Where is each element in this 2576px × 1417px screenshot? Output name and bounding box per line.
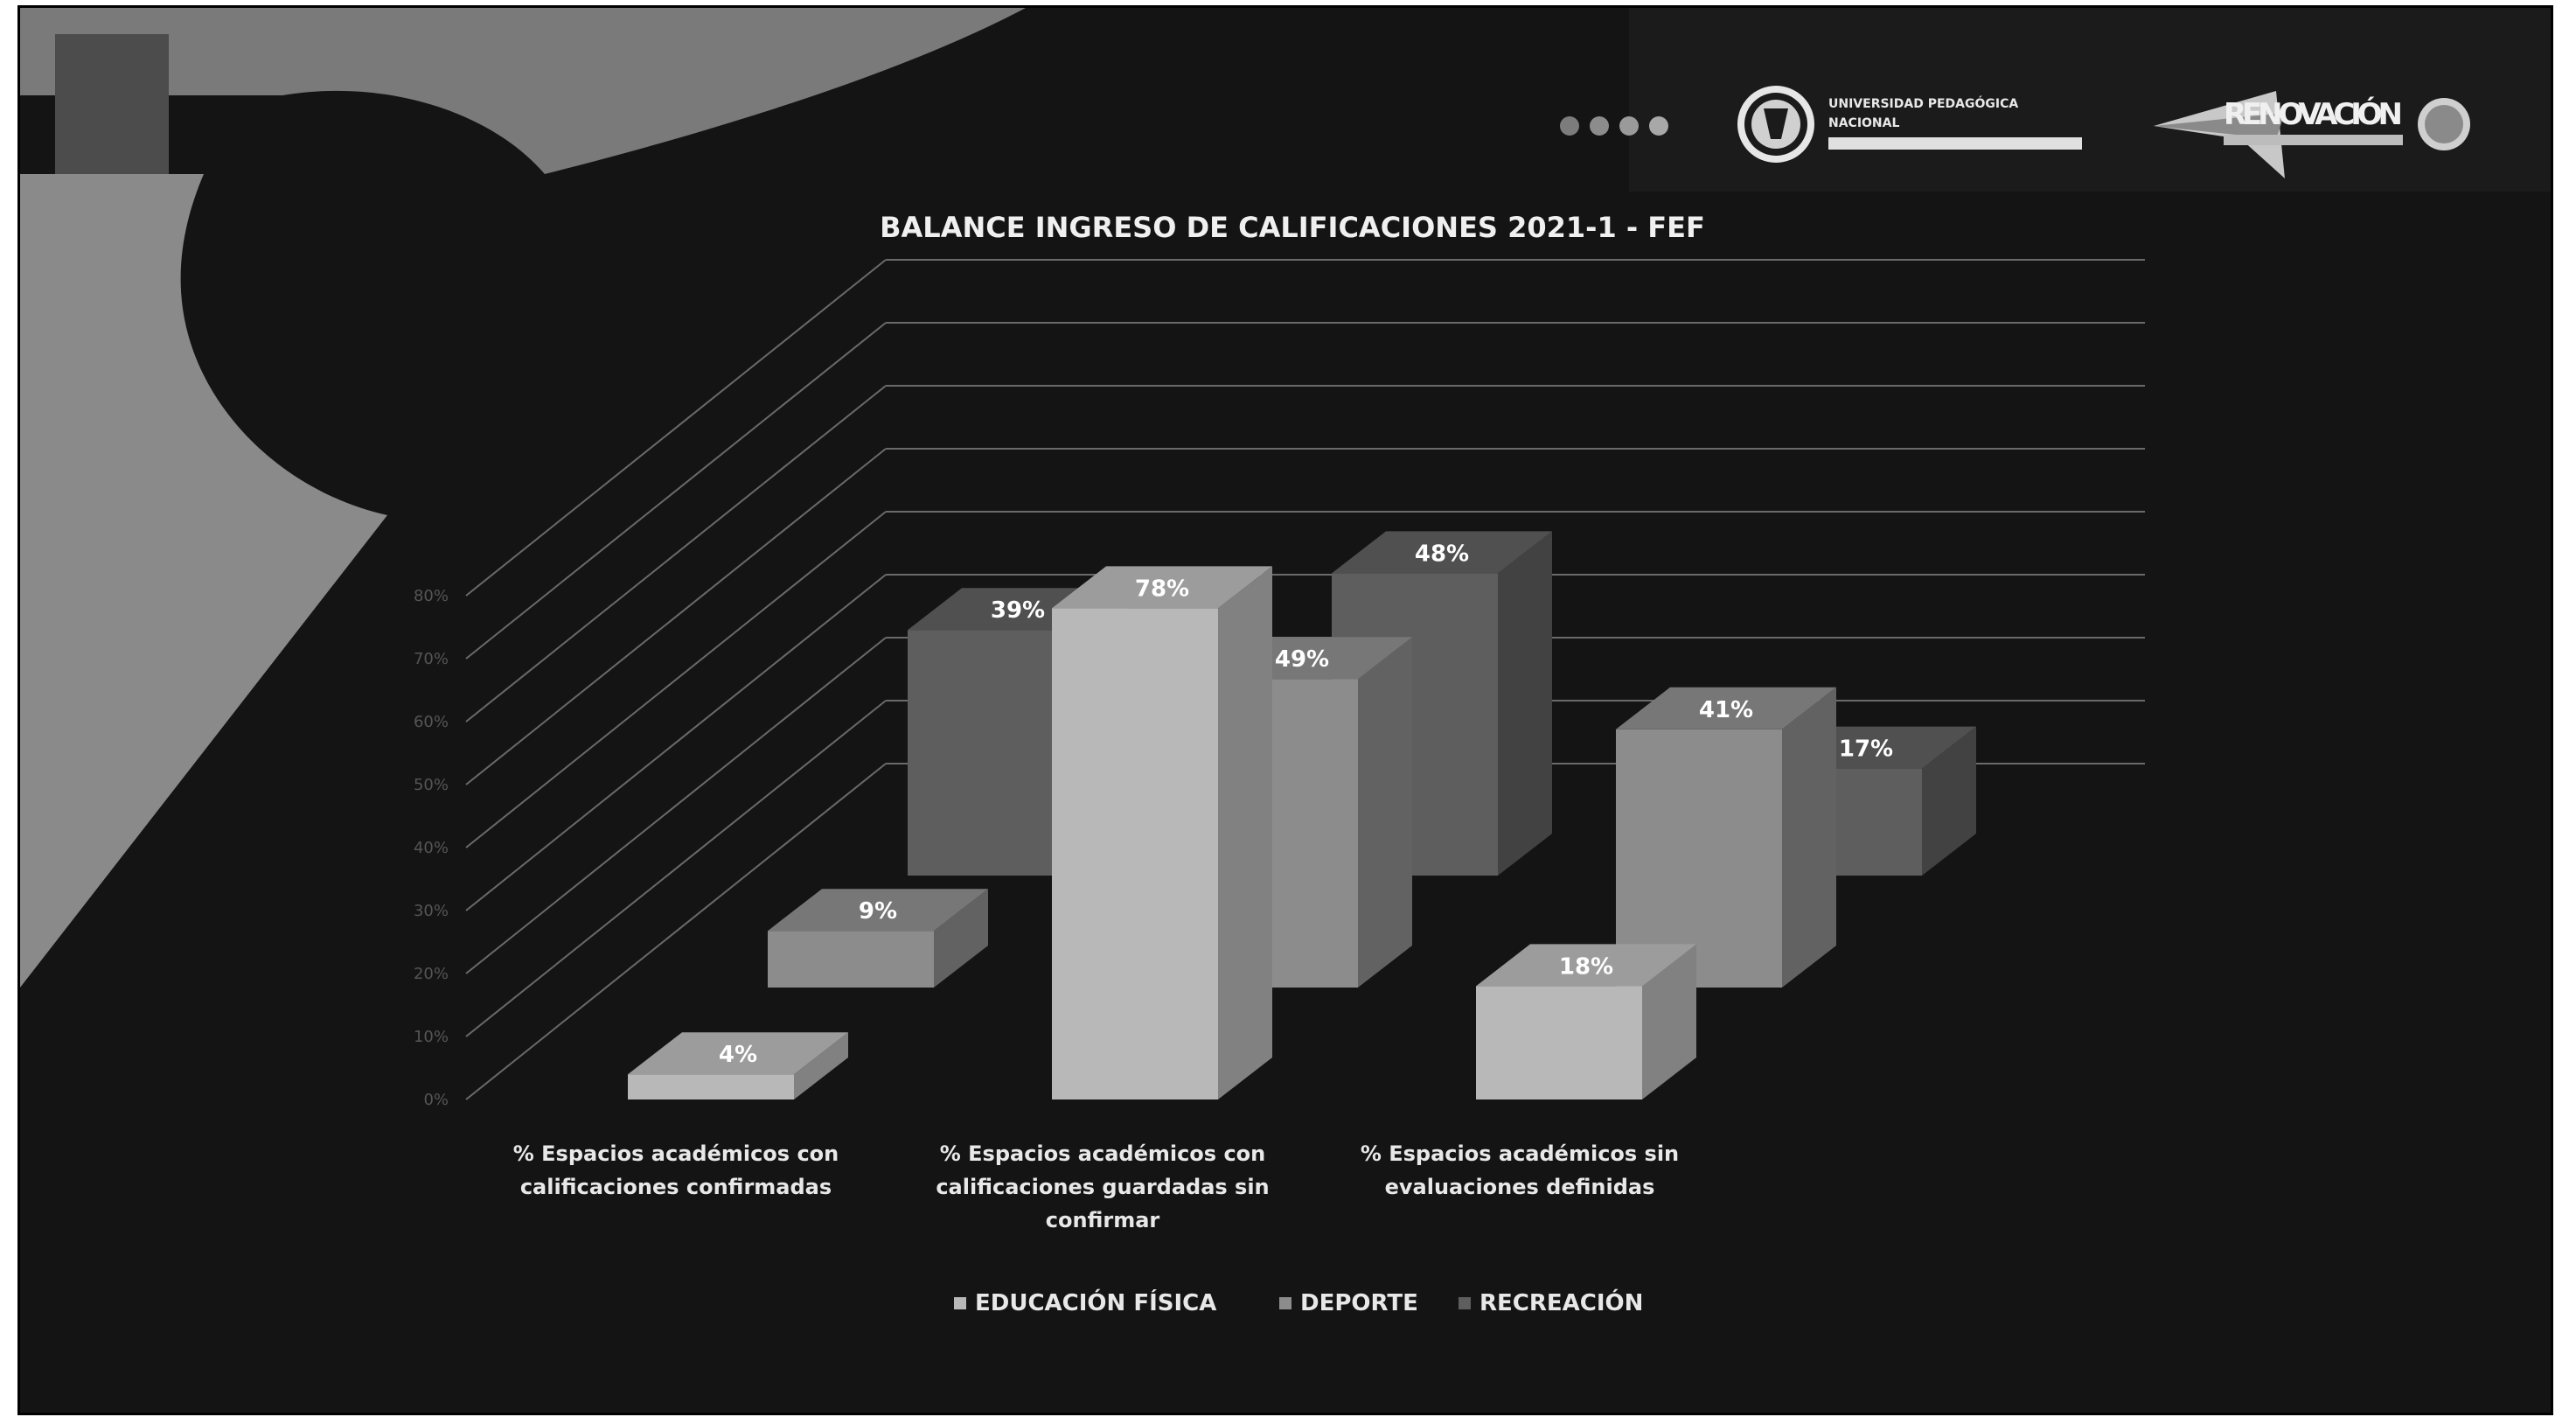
gridline-side (465, 385, 887, 722)
legend: EDUCACIÓN FÍSICA DEPORTE RECREACIÓN (954, 1288, 1643, 1316)
bar: 41% (1616, 687, 1836, 988)
data-label: 78% (1135, 576, 1189, 602)
data-label: 17% (1839, 736, 1893, 763)
slide-frame: UNIVERSIDAD PEDAGÓGICA NACIONAL RENOVACI… (17, 5, 2553, 1415)
renovation-logo-icon (2154, 91, 2285, 178)
legend-swatch (954, 1297, 966, 1309)
data-label: 41% (1699, 697, 1753, 723)
legend-swatch (1279, 1297, 1291, 1309)
renovation-logo-text: RENOVACIÓN (2224, 96, 2403, 132)
y-tick-label: 30% (414, 902, 449, 920)
header-logos: UNIVERSIDAD PEDAGÓGICA NACIONAL RENOVACI… (1560, 8, 2551, 192)
gridline-side (465, 259, 887, 597)
y-tick-label: 10% (414, 1028, 449, 1046)
data-label: 4% (719, 1042, 757, 1068)
y-tick-label: 70% (414, 650, 449, 668)
bar-front (1476, 986, 1642, 1099)
bar-top (1052, 566, 1272, 609)
legend-swatch (1459, 1297, 1471, 1309)
y-axis-ticks: 0% 10% 20% 30% 40% 50% 60% 70% 80% (414, 587, 449, 1109)
pager-dot-icon (1619, 116, 1639, 136)
category-label: % Espacios académicos con (940, 1141, 1266, 1166)
y-tick-label: 20% (414, 965, 449, 983)
university-name: UNIVERSIDAD PEDAGÓGICA (1828, 95, 2018, 111)
legend-entry: DEPORTE (1300, 1290, 1418, 1316)
pager-dot-icon (1590, 116, 1609, 136)
y-tick-label: 60% (414, 713, 449, 731)
y-tick-label: 80% (414, 587, 449, 605)
bar-top (1476, 944, 1696, 987)
bar: 4% (628, 1032, 848, 1099)
gridline-side (465, 448, 887, 785)
gridline-side (465, 763, 887, 1100)
category-label: % Espacios académicos sin (1361, 1141, 1679, 1166)
gridline-side (465, 574, 887, 911)
bar: 18% (1476, 944, 1696, 1099)
category-label: confirmar (1046, 1208, 1160, 1232)
bar-side (934, 889, 988, 988)
bar-top (1616, 687, 1836, 729)
university-name-line2: NACIONAL (1828, 116, 1899, 130)
data-label: 48% (1415, 541, 1469, 567)
bar-front (768, 931, 934, 988)
bar-side (1498, 531, 1552, 876)
background-decoration (20, 8, 1026, 988)
y-tick-label: 50% (414, 776, 449, 794)
bar-side (1218, 566, 1272, 1099)
bars-layer: 39% 48% 17% 9% 49% 41% 4% 78% 18% (628, 531, 1976, 1099)
university-seal-icon (1737, 86, 1814, 163)
bar-front (1052, 608, 1218, 1099)
pager-dot-icon (1560, 116, 1579, 136)
bar-top (1332, 531, 1552, 574)
gridline-side (465, 511, 887, 848)
chart-title: BALANCE INGRESO DE CALIFICACIONES 2021-1… (880, 211, 1705, 244)
y-tick-label: 0% (423, 1091, 449, 1109)
category-label: calificaciones confirmadas (520, 1175, 832, 1199)
pager-dot-icon (1649, 116, 1668, 136)
gridline-side (465, 322, 887, 660)
legend-entry: EDUCACIÓN FÍSICA (975, 1288, 1216, 1316)
bar: 9% (768, 889, 988, 988)
legend-entry: RECREACIÓN (1479, 1288, 1643, 1316)
bar-top (628, 1032, 848, 1075)
bar-side (1358, 637, 1412, 988)
data-label: 9% (859, 898, 897, 925)
bar-side (1642, 944, 1696, 1099)
data-label: 49% (1275, 646, 1329, 673)
gridline-side (465, 700, 887, 1037)
bar-front (908, 630, 1074, 876)
category-label: evaluaciones definidas (1385, 1175, 1655, 1199)
bar-front (628, 1074, 794, 1099)
gridline-side (465, 637, 887, 974)
bar-side (1782, 687, 1836, 988)
bar: 78% (1052, 566, 1272, 1099)
chart-canvas: UNIVERSIDAD PEDAGÓGICA NACIONAL RENOVACI… (20, 8, 2551, 1316)
data-label: 39% (991, 597, 1045, 624)
category-labels: % Espacios académicos con calificaciones … (513, 1141, 1679, 1232)
bar-side (1922, 726, 1976, 876)
category-label: % Espacios académicos con (513, 1141, 839, 1166)
category-label: calificaciones guardadas sin (936, 1175, 1269, 1199)
y-tick-label: 40% (414, 839, 449, 857)
bar-top (768, 889, 988, 932)
bar-side (794, 1032, 848, 1099)
data-label: 18% (1559, 953, 1613, 980)
